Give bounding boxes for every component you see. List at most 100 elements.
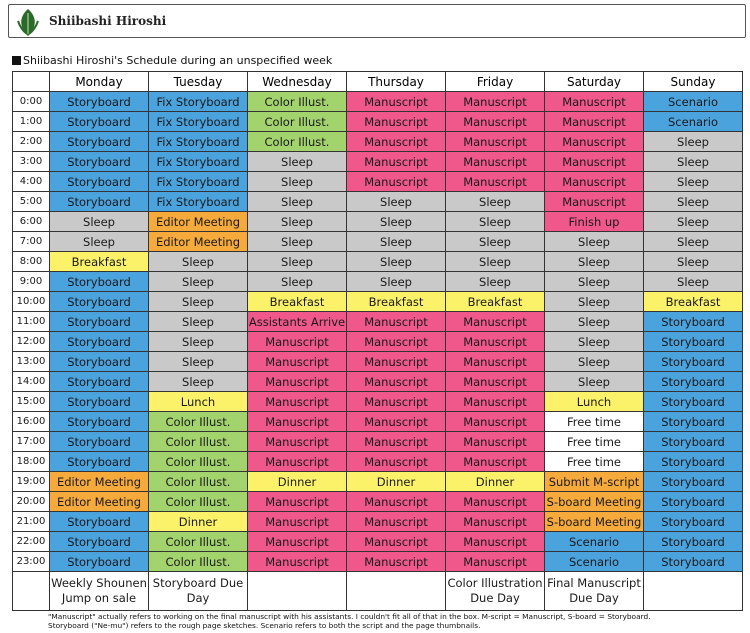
activity-cell: Dinner bbox=[148, 511, 248, 532]
time-cell: 8:00 bbox=[12, 251, 50, 272]
activity-cell: Storyboard bbox=[643, 311, 743, 332]
activity-cell: Manuscript bbox=[445, 551, 545, 572]
activity-cell: Fix Storyboard bbox=[148, 111, 248, 132]
time-cell: 0:00 bbox=[12, 91, 50, 112]
activity-cell: Color Illust. bbox=[247, 111, 347, 132]
activity-cell: Sleep bbox=[643, 151, 743, 172]
activity-cell: Sleep bbox=[247, 271, 347, 292]
time-cell: 15:00 bbox=[12, 391, 50, 412]
time-cell: 22:00 bbox=[12, 531, 50, 552]
activity-cell: Manuscript bbox=[247, 411, 347, 432]
due-cell: Weekly Shounen Jump on sale bbox=[49, 571, 149, 611]
day-header: Saturday bbox=[544, 71, 644, 92]
due-cell bbox=[346, 571, 446, 611]
activity-cell: Storyboard bbox=[49, 371, 149, 392]
activity-cell: Sleep bbox=[544, 251, 644, 272]
activity-cell: Storyboard bbox=[49, 351, 149, 372]
activity-cell: Manuscript bbox=[445, 111, 545, 132]
activity-cell: Manuscript bbox=[346, 511, 446, 532]
activity-cell: Sleep bbox=[643, 271, 743, 292]
time-row: 5:00 Storyboard Fix Storyboard Sleep Sleep Sl… bbox=[12, 191, 743, 212]
time-row: 15:00 Storyboard Lunch Manuscript Manuscript… bbox=[12, 391, 743, 412]
time-row: 10:00 Storyboard Sleep Breakfast Breakfast Br… bbox=[12, 291, 743, 312]
activity-cell: Sleep bbox=[148, 311, 248, 332]
activity-cell: Sleep bbox=[445, 251, 545, 272]
activity-cell: Manuscript bbox=[346, 411, 446, 432]
day-header: Thursday bbox=[346, 71, 446, 92]
activity-cell: Manuscript bbox=[445, 391, 545, 412]
activity-cell: Manuscript bbox=[445, 91, 545, 112]
activity-cell: Storyboard bbox=[49, 171, 149, 192]
activity-cell: Manuscript bbox=[346, 91, 446, 112]
time-cell: 2:00 bbox=[12, 131, 50, 152]
activity-cell: Manuscript bbox=[445, 491, 545, 512]
time-row: 3:00 Storyboard Fix Storyboard Sleep Manuscr… bbox=[12, 151, 743, 172]
due-row: Weekly Shounen Jump on sale Storyboard Du… bbox=[12, 571, 743, 611]
due-cell: Storyboard Due Day bbox=[148, 571, 248, 611]
activity-cell: Storyboard bbox=[49, 331, 149, 352]
activity-cell: Sleep bbox=[148, 291, 248, 312]
activity-cell: Manuscript bbox=[346, 311, 446, 332]
activity-cell: Manuscript bbox=[544, 191, 644, 212]
activity-cell: Sleep bbox=[247, 211, 347, 232]
time-row: 4:00 Storyboard Fix Storyboard Sleep Manuscr… bbox=[12, 171, 743, 192]
day-header: Tuesday bbox=[148, 71, 248, 92]
activity-cell: Manuscript bbox=[346, 371, 446, 392]
time-row: 21:00 Storyboard Dinner Manuscript Manuscrip… bbox=[12, 511, 743, 532]
activity-cell: Storyboard bbox=[49, 271, 149, 292]
activity-cell: Manuscript bbox=[346, 531, 446, 552]
activity-cell: Sleep bbox=[148, 371, 248, 392]
activity-cell: Color Illust. bbox=[148, 471, 248, 492]
activity-cell: Sleep bbox=[148, 331, 248, 352]
time-cell: 10:00 bbox=[12, 291, 50, 312]
activity-cell: Submit M-script bbox=[544, 471, 644, 492]
activity-cell: Breakfast bbox=[346, 291, 446, 312]
activity-cell: Manuscript bbox=[544, 131, 644, 152]
time-row: 8:00 Breakfast Sleep Sleep Sleep Sleep Sleep Sl… bbox=[12, 251, 743, 272]
activity-cell: Sleep bbox=[346, 231, 446, 252]
activity-cell: Sleep bbox=[544, 271, 644, 292]
activity-cell: Sleep bbox=[346, 211, 446, 232]
activity-cell: Manuscript bbox=[445, 131, 545, 152]
time-row: 13:00 Storyboard Sleep Manuscript Manuscript… bbox=[12, 351, 743, 372]
activity-cell: Storyboard bbox=[49, 191, 149, 212]
activity-cell: Storyboard bbox=[643, 451, 743, 472]
footnote-line: "Manuscript" actually refers to working … bbox=[48, 612, 651, 621]
activity-cell: Storyboard bbox=[643, 491, 743, 512]
activity-cell: Storyboard bbox=[49, 411, 149, 432]
time-row: 6:00 Sleep Editor Meeting Sleep Sleep Sleep Fi… bbox=[12, 211, 743, 232]
activity-cell: Manuscript bbox=[247, 351, 347, 372]
activity-cell: Manuscript bbox=[247, 451, 347, 472]
activity-cell: S-board Meeting bbox=[544, 491, 644, 512]
activity-cell: Manuscript bbox=[346, 151, 446, 172]
due-corner bbox=[12, 571, 50, 611]
day-header: Wednesday bbox=[247, 71, 347, 92]
time-row: 11:00 Storyboard Sleep Assistants Arrive Man… bbox=[12, 311, 743, 332]
activity-cell: Free time bbox=[544, 411, 644, 432]
time-cell: 3:00 bbox=[12, 151, 50, 172]
activity-cell: Sleep bbox=[148, 271, 248, 292]
activity-cell: Manuscript bbox=[247, 391, 347, 412]
header: Shiibashi Hiroshi bbox=[8, 4, 746, 38]
activity-cell: Sleep bbox=[49, 211, 149, 232]
activity-cell: Manuscript bbox=[247, 491, 347, 512]
activity-cell: Sleep bbox=[643, 191, 743, 212]
activity-cell: Storyboard bbox=[49, 511, 149, 532]
activity-cell: Manuscript bbox=[346, 351, 446, 372]
activity-cell: Manuscript bbox=[445, 411, 545, 432]
time-cell: 11:00 bbox=[12, 311, 50, 332]
activity-cell: Sleep bbox=[445, 191, 545, 212]
activity-cell: Dinner bbox=[445, 471, 545, 492]
time-row: 23:00 Storyboard Color Illust. Manuscript Ma… bbox=[12, 551, 743, 572]
activity-cell: Storyboard bbox=[49, 531, 149, 552]
activity-cell: Sleep bbox=[643, 131, 743, 152]
due-cell: Final Manuscript Due Day bbox=[544, 571, 644, 611]
activity-cell: S-board Meeting bbox=[544, 511, 644, 532]
activity-cell: Manuscript bbox=[247, 511, 347, 532]
activity-cell: Manuscript bbox=[445, 371, 545, 392]
activity-cell: Sleep bbox=[643, 171, 743, 192]
activity-cell: Editor Meeting bbox=[49, 491, 149, 512]
day-header: Monday bbox=[49, 71, 149, 92]
activity-cell: Storyboard bbox=[49, 431, 149, 452]
activity-cell: Sleep bbox=[247, 251, 347, 272]
